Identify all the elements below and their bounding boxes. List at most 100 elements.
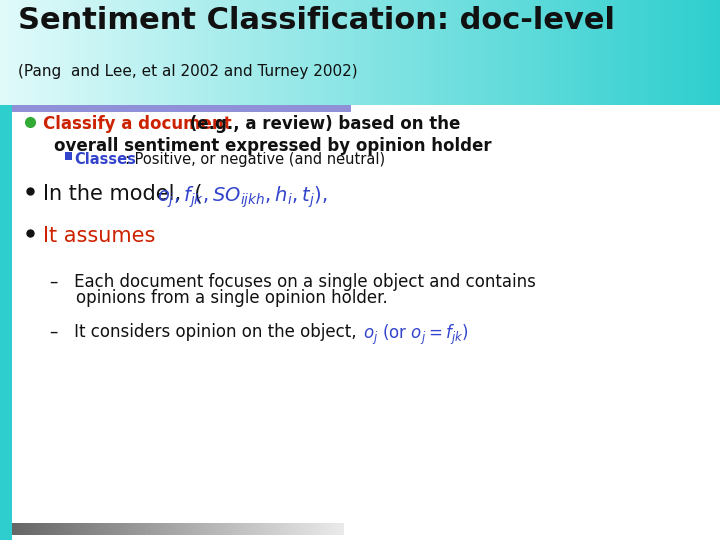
Bar [624, 0, 627, 105]
Bar [158, 523, 161, 535]
Bar [45, 0, 49, 105]
Bar [441, 0, 445, 105]
Text: : Positive, or negative (and neutral): : Positive, or negative (and neutral) [125, 152, 384, 167]
Bar [715, 0, 719, 105]
Bar [60, 523, 63, 535]
Bar [675, 0, 678, 105]
Bar [547, 0, 550, 105]
Bar [221, 0, 224, 105]
Bar [477, 0, 481, 105]
Bar [188, 523, 190, 535]
Bar [413, 0, 416, 105]
Text: Classify a document: Classify a document [43, 115, 232, 133]
Text: –   Each document focuses on a single object and contains: – Each document focuses on a single obje… [50, 273, 536, 291]
Bar [641, 0, 644, 105]
Bar [271, 0, 274, 105]
Bar [240, 0, 243, 105]
Bar [67, 523, 69, 535]
Bar [12, 105, 351, 112]
Bar [327, 523, 329, 535]
Bar [30, 523, 33, 535]
Bar [523, 0, 526, 105]
Bar [107, 523, 109, 535]
Bar [125, 0, 128, 105]
Bar [353, 0, 356, 105]
Bar [403, 0, 406, 105]
Bar [198, 523, 200, 535]
Bar [382, 0, 384, 105]
Bar [269, 523, 271, 535]
Bar [689, 0, 692, 105]
Bar [217, 523, 220, 535]
Bar [286, 0, 289, 105]
Bar [470, 0, 474, 105]
Bar [444, 0, 447, 105]
Bar [82, 523, 84, 535]
Bar [238, 523, 240, 535]
Bar [231, 523, 233, 535]
Bar [358, 0, 361, 105]
Bar [178, 0, 181, 105]
Bar [290, 523, 293, 535]
Bar [128, 523, 130, 535]
Bar [621, 0, 625, 105]
Bar [312, 0, 315, 105]
Bar [171, 0, 174, 105]
Bar [288, 0, 291, 105]
Bar [708, 0, 711, 105]
Bar [153, 0, 157, 105]
Bar [340, 523, 343, 535]
Bar [269, 0, 272, 105]
Bar [528, 0, 531, 105]
Bar [41, 0, 44, 105]
Bar [91, 0, 94, 105]
Bar [521, 0, 524, 105]
Bar [326, 0, 330, 105]
Bar [85, 523, 88, 535]
Bar [207, 0, 210, 105]
Bar [36, 0, 39, 105]
Bar [468, 0, 471, 105]
Bar [473, 0, 476, 105]
Text: overall sentiment expressed by opinion holder: overall sentiment expressed by opinion h… [54, 137, 492, 154]
Bar [554, 0, 557, 105]
Bar [149, 0, 152, 105]
Bar [55, 0, 58, 105]
Bar [63, 0, 66, 105]
Text: (Pang  and Lee, et al 2002 and Turney 2002): (Pang and Lee, et al 2002 and Turney 200… [18, 64, 358, 79]
Bar [427, 0, 431, 105]
Bar [158, 0, 161, 105]
Bar [63, 523, 66, 535]
Bar [170, 523, 172, 535]
Bar [5, 0, 8, 105]
Bar [439, 0, 442, 105]
Bar [636, 0, 639, 105]
Bar [277, 523, 279, 535]
Bar [189, 523, 192, 535]
Bar [251, 523, 253, 535]
Bar [19, 0, 22, 105]
Bar [141, 523, 144, 535]
Bar [348, 0, 351, 105]
Bar [305, 523, 307, 535]
Bar [223, 0, 226, 105]
Bar [461, 0, 464, 105]
Bar [254, 523, 256, 535]
Bar [261, 0, 265, 105]
Bar [225, 0, 229, 105]
Bar [50, 523, 53, 535]
Bar [538, 0, 541, 105]
Bar [423, 0, 426, 105]
Bar [578, 0, 582, 105]
Bar [77, 0, 80, 105]
Bar [300, 523, 303, 535]
Bar [204, 523, 207, 535]
Bar [456, 0, 459, 105]
Bar [58, 523, 61, 535]
Bar [17, 523, 19, 535]
Bar [290, 0, 294, 105]
Bar [322, 0, 325, 105]
Bar [333, 523, 336, 535]
Bar [657, 0, 661, 105]
Bar [101, 0, 104, 105]
